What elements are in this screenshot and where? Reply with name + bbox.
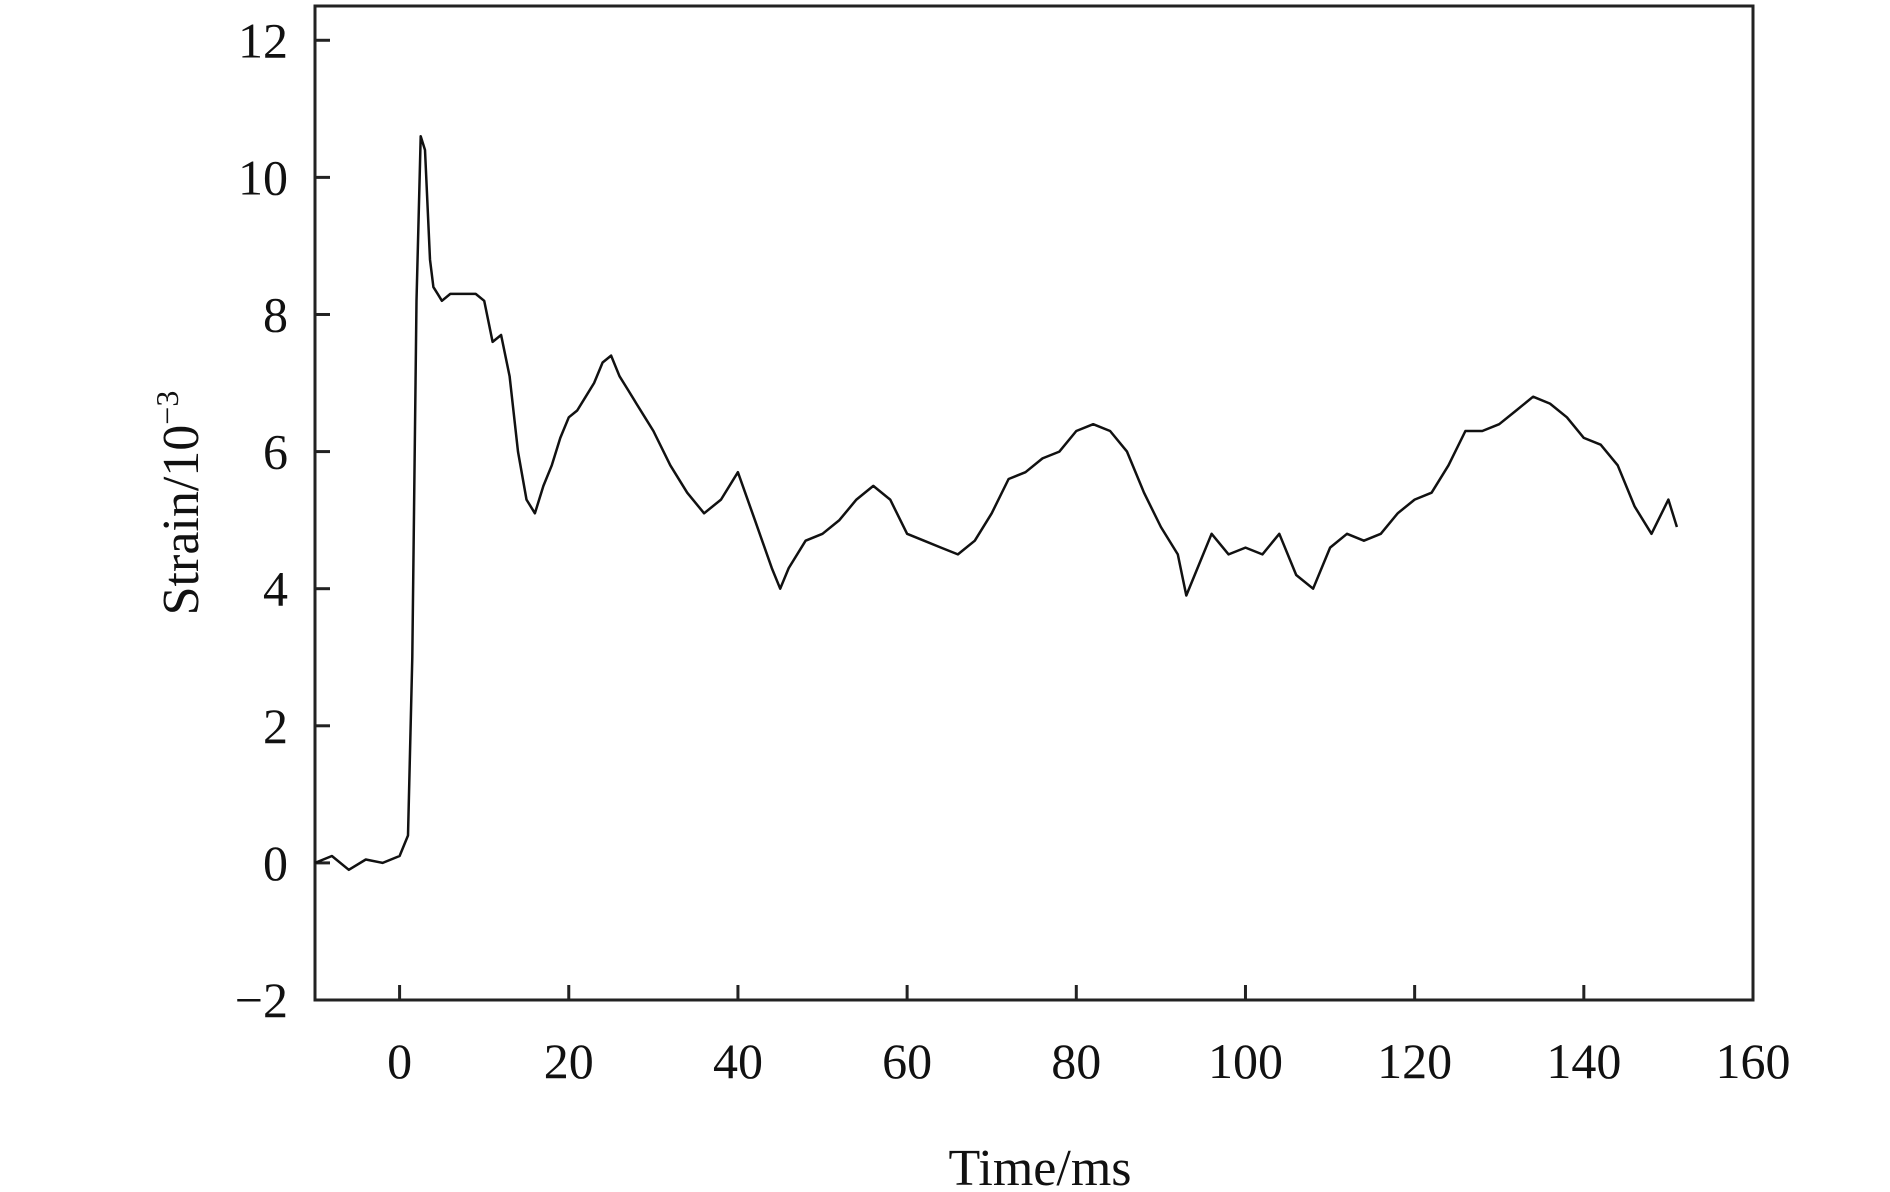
y-axis-title: Strain/10−3	[149, 391, 210, 616]
y-tick-label: 10	[238, 149, 288, 205]
plot-frame	[313, 4, 1755, 1002]
y-axis-ticks: −2 0 2 4 6 8 10 12	[235, 12, 330, 1028]
x-tick-label: 0	[387, 1033, 412, 1089]
y-tick-label: 0	[263, 835, 288, 891]
x-tick-label: 20	[544, 1033, 594, 1089]
series-layer	[314, 134, 1679, 872]
x-tick-label: 120	[1377, 1033, 1452, 1089]
y-tick-label: 2	[263, 698, 288, 754]
y-tick-label: 6	[263, 424, 288, 480]
strain-series-line	[314, 134, 1679, 872]
x-tick-label: 100	[1208, 1033, 1283, 1089]
y-tick-label: 8	[263, 286, 288, 342]
y-axis-title-exponent: −3	[149, 391, 185, 425]
x-axis-ticks: 0 20 40 60 80 100 120 140 160	[387, 985, 1791, 1089]
y-tick-label: 4	[263, 561, 288, 617]
x-axis-title: Time/ms	[948, 1140, 1131, 1192]
x-tick-label: 60	[882, 1033, 932, 1089]
x-tick-label: 160	[1716, 1033, 1791, 1089]
y-tick-label: 12	[238, 12, 288, 68]
x-tick-label: 80	[1051, 1033, 1101, 1089]
x-tick-label: 140	[1546, 1033, 1621, 1089]
x-tick-label: 40	[713, 1033, 763, 1089]
y-axis-title-base: Strain/10	[153, 425, 210, 616]
y-tick-label: −2	[235, 972, 288, 1028]
